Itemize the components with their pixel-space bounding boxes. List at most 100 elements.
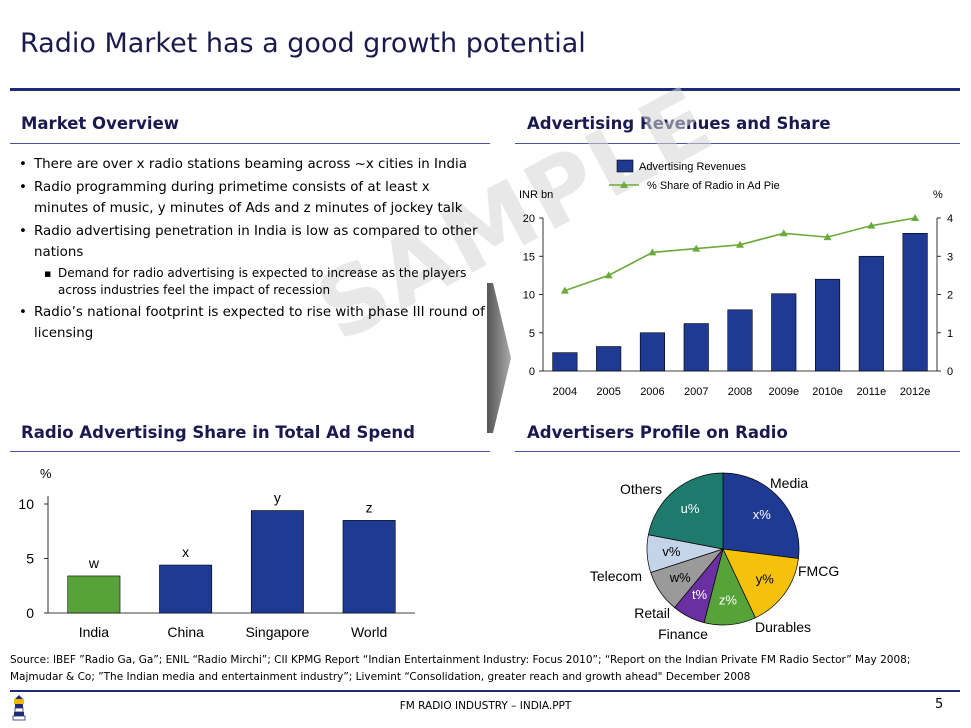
pie-slice <box>722 472 800 559</box>
ad-share-heading: Radio Advertising Share in Total Ad Spen… <box>21 423 415 442</box>
advertisers-rule <box>515 451 960 452</box>
pie-category-label: Media <box>770 475 808 491</box>
y-tick-label: 5 <box>26 551 34 567</box>
legend-label-share: % Share of Radio in Ad Pie <box>647 180 780 192</box>
share-point <box>692 244 701 252</box>
pie-value-label: y% <box>756 571 775 586</box>
page-title: Radio Market has a good growth potential <box>20 28 586 59</box>
pie-value-label: v% <box>662 544 681 559</box>
bar-data-label: y <box>274 490 281 506</box>
x-tick-label: 2009e <box>768 386 799 398</box>
legend-swatch-revenue <box>616 159 634 173</box>
x-tick-label: Singapore <box>245 624 309 640</box>
revenue-bar <box>902 233 928 372</box>
revenue-bar <box>814 278 841 372</box>
legend-label-revenue: Advertising Revenues <box>639 161 747 173</box>
pie-category-label: Retail <box>634 605 670 621</box>
market-overview-heading: Market Overview <box>21 114 179 133</box>
ad-revenue-heading: Advertising Revenues and Share <box>527 114 831 133</box>
y-tick-label: 0 <box>529 366 535 378</box>
y-axis-label: INR bn <box>519 189 553 201</box>
market-overview-list: There are over x radio stations beaming … <box>18 154 488 346</box>
x-tick-label: World <box>351 624 387 640</box>
x-tick-label: India <box>79 624 110 640</box>
revenue-bar <box>858 255 884 372</box>
page-number: 5 <box>935 697 944 712</box>
bullet-item: Radio’s national footprint is expected t… <box>18 302 488 344</box>
bullet-item: Radio programming during primetime consi… <box>18 177 488 219</box>
x-tick-label: China <box>167 624 204 640</box>
share-point <box>867 221 876 229</box>
pie-value-label: z% <box>719 592 738 607</box>
pie-value-label: w% <box>669 570 691 585</box>
ad-revenue-chart: Advertising Revenues % Share of Radio in… <box>519 159 953 398</box>
y2-tick-label: 3 <box>947 251 953 263</box>
title-rule <box>10 88 960 91</box>
lighthouse-logo-icon <box>12 695 26 721</box>
footer-title: FM RADIO INDUSTRY – INDIA.PPT <box>399 700 572 712</box>
revenue-bar <box>639 332 666 372</box>
x-tick-label: 2007 <box>684 386 708 398</box>
y2-tick-label: 4 <box>947 213 953 225</box>
y2-tick-label: 2 <box>947 290 953 302</box>
y-tick-label: 10 <box>18 496 34 512</box>
share-point <box>779 229 788 237</box>
ad-share-rule <box>10 451 490 452</box>
bar-data-label: x <box>182 544 189 560</box>
x-tick-label: 2006 <box>640 386 664 398</box>
source-note: Source: IBEF ”Radio Ga, Ga”; ENIL “Radio… <box>10 654 911 683</box>
y-tick-label: 0 <box>26 605 34 621</box>
x-tick-label: 2011e <box>856 386 886 398</box>
pie-category-label: Finance <box>658 626 708 642</box>
share-point <box>823 233 832 241</box>
pie-category-label: Others <box>620 481 662 497</box>
pie-category-label: Telecom <box>590 568 642 584</box>
share-bar <box>67 575 121 614</box>
y-tick-label: 15 <box>523 251 535 263</box>
pie-value-label: u% <box>681 501 700 516</box>
advertisers-pie-chart: x% Media y% FMCG z% Durables t% Finance w% Retail… <box>590 472 839 642</box>
revenue-bar <box>771 293 797 372</box>
share-bar <box>159 564 213 614</box>
share-point <box>648 248 657 256</box>
pie-slice <box>647 472 724 550</box>
share-point <box>604 271 613 279</box>
share-point <box>911 214 920 221</box>
share-bar <box>342 520 396 614</box>
y-axis-label: % <box>40 466 52 481</box>
pie-value-label: x% <box>753 507 772 522</box>
sub-bullet-item: Demand for radio advertising is expected… <box>18 265 488 299</box>
y2-axis-label: % <box>933 189 943 201</box>
x-tick-label: 2012e <box>900 386 931 398</box>
revenue-bar <box>727 309 753 372</box>
x-tick-label: 2008 <box>728 386 752 398</box>
y-tick-label: 20 <box>523 213 535 225</box>
x-tick-label: 2004 <box>553 386 577 398</box>
pie-category-label: Durables <box>755 619 811 635</box>
y2-tick-label: 0 <box>947 366 953 378</box>
revenue-bar <box>596 346 622 372</box>
pie-slice <box>722 548 799 619</box>
ad-share-chart: % 0 5 10 w India x China y Singapore z World <box>18 466 415 640</box>
bullet-item: Radio advertising penetration in India i… <box>18 221 488 263</box>
revenue-bar <box>683 323 709 372</box>
pie-category-label: FMCG <box>798 563 839 579</box>
chevron-arrow-icon <box>487 283 511 433</box>
x-tick-label: 2010e <box>812 386 843 398</box>
pie-value-label: t% <box>692 587 708 602</box>
bar-data-label: w <box>88 555 100 571</box>
advertisers-heading: Advertisers Profile on Radio <box>527 423 788 442</box>
share-bar <box>250 510 304 614</box>
bar-data-label: z <box>366 499 373 515</box>
market-overview-rule <box>10 143 490 144</box>
share-point <box>560 286 569 294</box>
y-tick-label: 10 <box>523 290 535 302</box>
legend-marker-share <box>620 181 628 188</box>
revenue-bar <box>552 352 578 372</box>
bullet-item: There are over x radio stations beaming … <box>18 154 488 175</box>
y2-tick-label: 1 <box>947 328 953 340</box>
x-tick-label: 2005 <box>596 386 620 398</box>
y-tick-label: 5 <box>529 328 535 340</box>
footer-rule <box>10 690 960 692</box>
ad-revenue-rule <box>515 143 960 144</box>
